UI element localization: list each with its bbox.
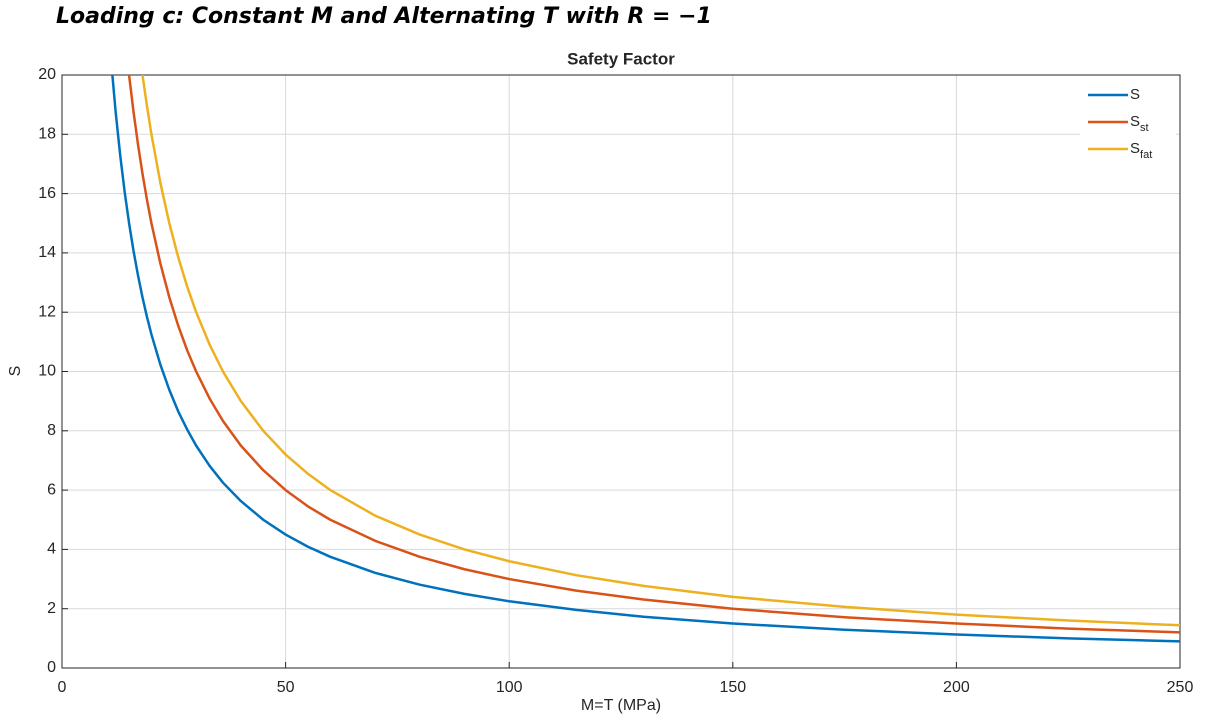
x-axis-label: M=T (MPa) bbox=[581, 697, 661, 714]
x-tick-label: 150 bbox=[719, 679, 746, 696]
y-tick-label: 12 bbox=[38, 303, 56, 320]
plot-lines bbox=[111, 75, 1180, 643]
y-tick-label: 4 bbox=[47, 541, 56, 558]
y-tick-label: 0 bbox=[47, 659, 56, 676]
y-tick-label: 6 bbox=[47, 481, 56, 498]
y-tick-label: 10 bbox=[38, 363, 56, 380]
series-line bbox=[127, 75, 1180, 634]
y-tick-label: 20 bbox=[38, 66, 56, 83]
x-tick-label: 100 bbox=[496, 679, 523, 696]
legend-label: Sfat bbox=[1130, 140, 1152, 161]
x-tick-label: 0 bbox=[58, 679, 67, 696]
legend-label: S bbox=[1130, 86, 1140, 103]
y-tick-label: 8 bbox=[47, 422, 56, 439]
chart-title: Safety Factor bbox=[567, 49, 675, 68]
legend-label: Sst bbox=[1130, 113, 1149, 134]
y-axis-label: S bbox=[7, 366, 24, 377]
x-tick-label: 50 bbox=[277, 679, 295, 696]
y-tick-label: 16 bbox=[38, 185, 56, 202]
y-tick-label: 14 bbox=[38, 244, 56, 261]
y-tick-label: 18 bbox=[38, 126, 56, 143]
heading: Loading c: Constant M and Alternating T … bbox=[56, 4, 712, 29]
legend-box bbox=[1080, 82, 1176, 169]
x-tick-label: 200 bbox=[943, 679, 970, 696]
series-line bbox=[141, 75, 1180, 627]
x-tick-label: 250 bbox=[1167, 679, 1194, 696]
series-line bbox=[111, 75, 1180, 643]
axes-box bbox=[61, 74, 1181, 669]
y-tick-label: 2 bbox=[47, 600, 56, 617]
